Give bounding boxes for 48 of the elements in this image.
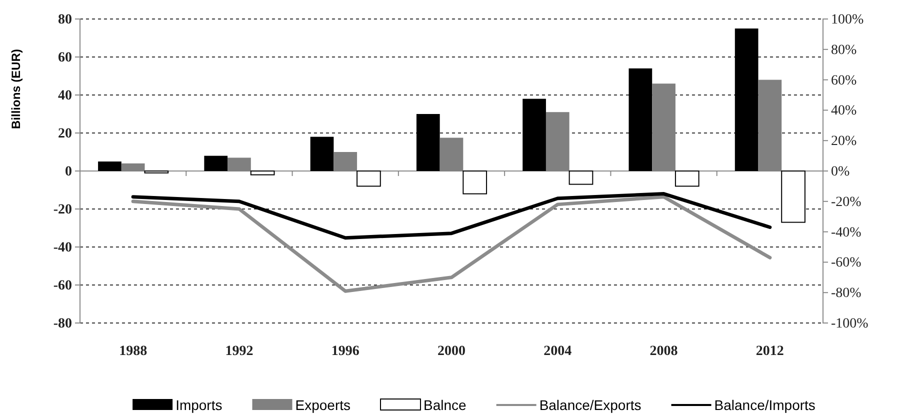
- bar: [204, 156, 228, 171]
- y2-tick-label: 0%: [831, 164, 850, 180]
- line-series: [131, 192, 772, 240]
- bar: [522, 98, 546, 171]
- bar: [568, 170, 594, 185]
- x-tick-label: 1996: [331, 344, 360, 359]
- y2-tick-label: -20%: [831, 194, 862, 210]
- y2-tick-label: 40%: [831, 104, 857, 119]
- y-tick-label: -20: [53, 202, 72, 218]
- bar: [781, 170, 806, 223]
- bar: [356, 170, 381, 187]
- x-tick-label: 2000: [438, 344, 466, 359]
- bar: [734, 28, 758, 171]
- bar: [416, 114, 440, 171]
- x-tick-label: 2004: [544, 344, 572, 359]
- x-tick-label: 1988: [119, 344, 148, 359]
- legend-label: Balnce: [424, 397, 467, 413]
- x-tick-label: 1992: [225, 344, 254, 359]
- legend-label: Expoerts: [295, 397, 350, 413]
- line-series: [131, 195, 772, 293]
- y2-tick-label: -40%: [831, 225, 862, 240]
- legend-label: Balance/Exports: [539, 397, 642, 413]
- y-tick-label: -60: [53, 278, 72, 294]
- y2-tick-label: -100%: [831, 316, 869, 332]
- bar: [628, 68, 652, 171]
- y-tick-label: 60: [58, 50, 72, 66]
- y-tick-label: 20: [58, 126, 72, 142]
- bar: [98, 162, 122, 171]
- y-tick-label: -40: [53, 240, 72, 256]
- bar: [462, 170, 488, 194]
- y-tick-label: -80: [53, 316, 72, 332]
- y2-tick-label: 60%: [831, 73, 857, 88]
- x-tick-label: 2012: [756, 344, 784, 359]
- y2-tick-label: 80%: [831, 42, 857, 58]
- bar: [674, 170, 700, 187]
- y2-tick-label: 20%: [831, 134, 857, 150]
- y2-tick-label: 100%: [831, 12, 864, 28]
- legend-label: Balance/Imports: [714, 397, 816, 413]
- y-axis-title: Billions (EUR): [9, 49, 23, 129]
- y2-tick-label: -80%: [831, 286, 862, 302]
- y-tick-label: 0: [65, 164, 72, 180]
- y-tick-label: 40: [58, 88, 72, 104]
- bar: [250, 170, 275, 176]
- y-tick-label: 80: [58, 12, 72, 28]
- x-tick-label: 2008: [650, 344, 678, 359]
- legend-label: Imports: [176, 397, 222, 413]
- y2-tick-label: -60%: [831, 256, 862, 271]
- bar: [310, 136, 334, 171]
